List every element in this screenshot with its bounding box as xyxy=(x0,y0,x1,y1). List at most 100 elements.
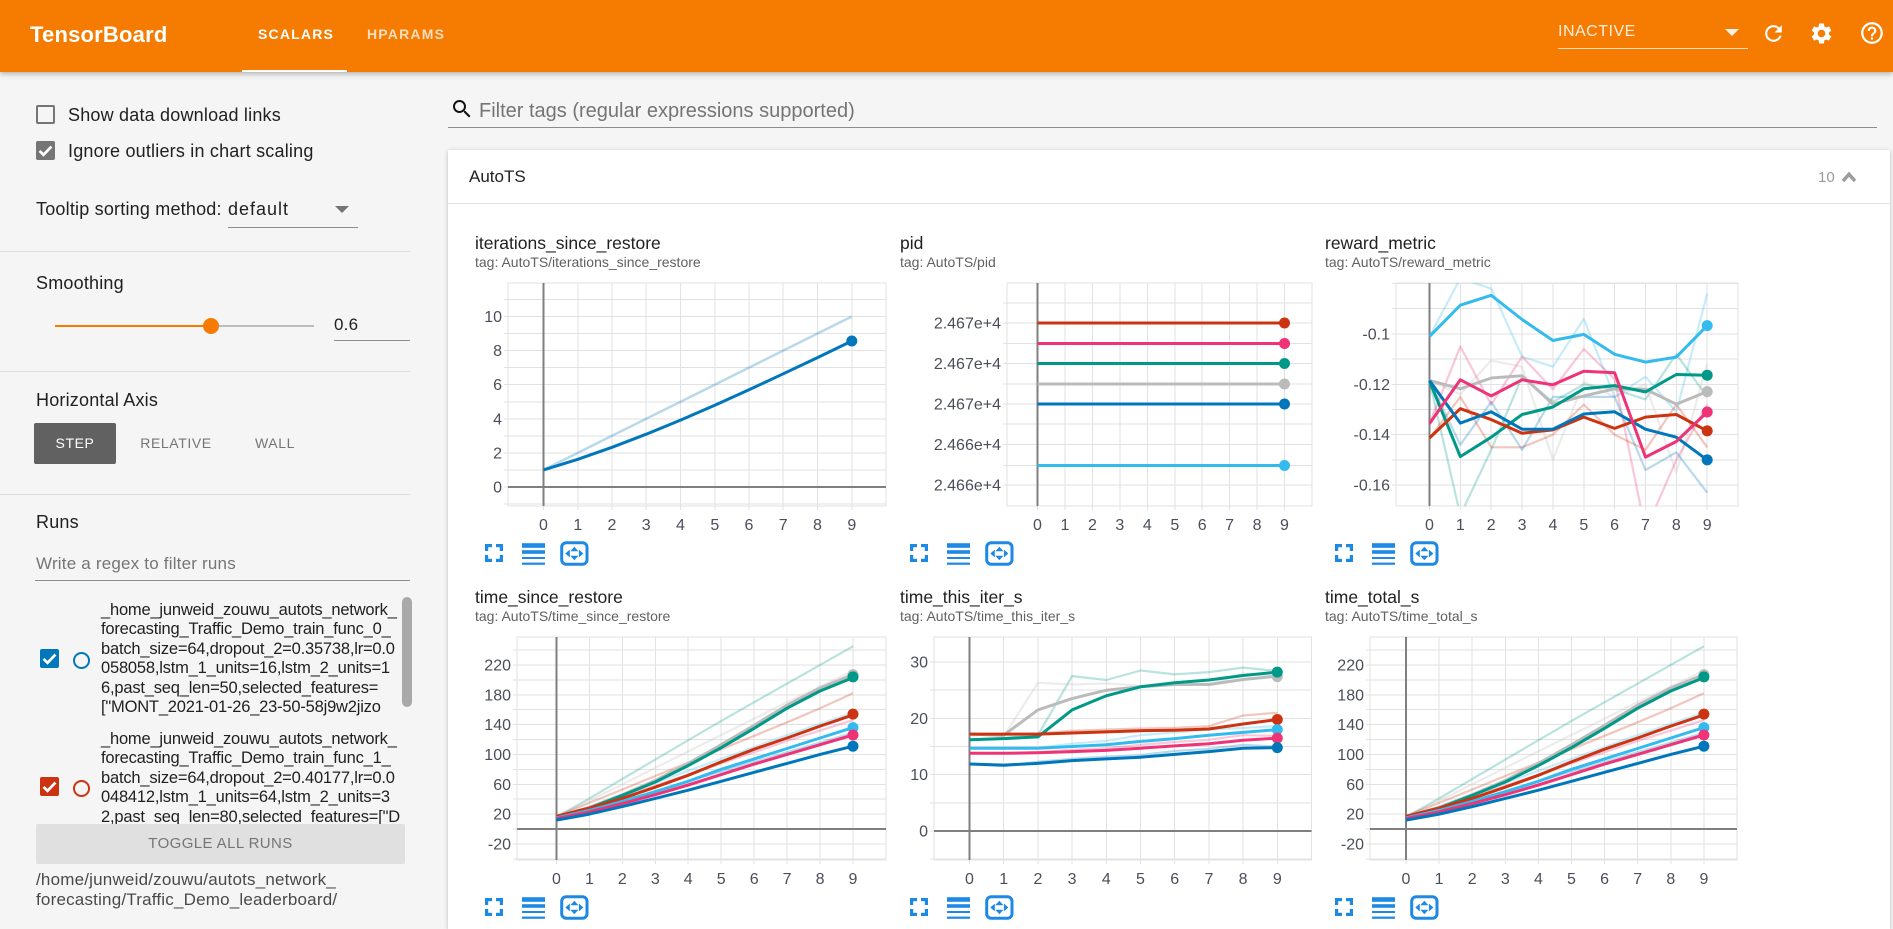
svg-text:6: 6 xyxy=(1600,871,1609,888)
svg-text:9: 9 xyxy=(847,517,856,534)
svg-text:7: 7 xyxy=(1225,517,1234,534)
svg-text:2.466e+4: 2.466e+4 xyxy=(934,437,1001,454)
svg-text:8: 8 xyxy=(1672,517,1681,534)
svg-text:1: 1 xyxy=(1435,871,1444,888)
svg-text:6: 6 xyxy=(1170,871,1179,888)
svg-text:reward_metric: reward_metric xyxy=(1325,233,1436,254)
svg-text:10: 10 xyxy=(484,309,502,326)
svg-text:4: 4 xyxy=(493,411,502,428)
svg-text:1: 1 xyxy=(585,871,594,888)
svg-text:tag: AutoTS/iterations_since_r: tag: AutoTS/iterations_since_restore xyxy=(475,254,701,270)
svg-text:4: 4 xyxy=(1102,871,1111,888)
svg-text:60: 60 xyxy=(1346,777,1364,794)
svg-text:7: 7 xyxy=(779,517,788,534)
svg-text:0: 0 xyxy=(1425,517,1434,534)
svg-text:6: 6 xyxy=(750,871,759,888)
svg-text:3: 3 xyxy=(1501,871,1510,888)
svg-text:20: 20 xyxy=(493,807,511,824)
svg-text:8: 8 xyxy=(816,871,825,888)
svg-text:1: 1 xyxy=(573,517,582,534)
svg-text:9: 9 xyxy=(849,871,858,888)
svg-text:2.467e+4: 2.467e+4 xyxy=(934,397,1001,414)
svg-text:2: 2 xyxy=(1468,871,1477,888)
svg-text:0: 0 xyxy=(493,480,502,497)
svg-text:3: 3 xyxy=(642,517,651,534)
svg-text:4: 4 xyxy=(676,517,685,534)
svg-text:20: 20 xyxy=(910,711,928,728)
svg-text:8: 8 xyxy=(1253,517,1262,534)
svg-text:tag: AutoTS/time_this_iter_s: tag: AutoTS/time_this_iter_s xyxy=(900,608,1075,624)
svg-text:5: 5 xyxy=(717,871,726,888)
svg-text:180: 180 xyxy=(484,687,511,704)
svg-text:tag: AutoTS/time_total_s: tag: AutoTS/time_total_s xyxy=(1325,608,1478,624)
svg-text:5: 5 xyxy=(1579,517,1588,534)
svg-text:3: 3 xyxy=(1068,871,1077,888)
svg-text:100: 100 xyxy=(1337,747,1364,764)
svg-text:9: 9 xyxy=(1699,871,1708,888)
svg-text:1: 1 xyxy=(999,871,1008,888)
svg-text:2.467e+4: 2.467e+4 xyxy=(934,356,1001,373)
svg-text:0: 0 xyxy=(919,824,928,841)
svg-text:-0.1: -0.1 xyxy=(1362,326,1390,343)
svg-text:0: 0 xyxy=(965,871,974,888)
svg-text:0: 0 xyxy=(1033,517,1042,534)
svg-text:7: 7 xyxy=(1641,517,1650,534)
svg-text:7: 7 xyxy=(783,871,792,888)
svg-text:tag: AutoTS/reward_metric: tag: AutoTS/reward_metric xyxy=(1325,254,1491,270)
svg-text:2.466e+4: 2.466e+4 xyxy=(934,478,1001,495)
svg-text:30: 30 xyxy=(910,655,928,672)
svg-text:3: 3 xyxy=(1518,517,1527,534)
svg-text:tag: AutoTS/time_since_restore: tag: AutoTS/time_since_restore xyxy=(475,608,671,624)
svg-text:tag: AutoTS/pid: tag: AutoTS/pid xyxy=(900,254,996,270)
svg-text:7: 7 xyxy=(1633,871,1642,888)
svg-text:5: 5 xyxy=(1136,871,1145,888)
svg-text:-20: -20 xyxy=(488,836,511,853)
svg-text:2: 2 xyxy=(1088,517,1097,534)
svg-text:-20: -20 xyxy=(1341,836,1364,853)
svg-text:6: 6 xyxy=(493,377,502,394)
svg-text:6: 6 xyxy=(1198,517,1207,534)
svg-text:pid: pid xyxy=(900,233,923,253)
svg-text:1: 1 xyxy=(1060,517,1069,534)
svg-text:time_this_iter_s: time_this_iter_s xyxy=(900,587,1023,608)
svg-text:4: 4 xyxy=(1548,517,1557,534)
svg-text:iterations_since_restore: iterations_since_restore xyxy=(475,233,661,254)
svg-text:-0.16: -0.16 xyxy=(1354,478,1391,495)
svg-text:9: 9 xyxy=(1703,517,1712,534)
svg-text:220: 220 xyxy=(484,657,511,674)
svg-text:8: 8 xyxy=(493,343,502,360)
svg-text:0: 0 xyxy=(1402,871,1411,888)
svg-text:4: 4 xyxy=(1534,871,1543,888)
svg-text:6: 6 xyxy=(745,517,754,534)
svg-text:2.467e+4: 2.467e+4 xyxy=(934,316,1001,333)
svg-text:-0.12: -0.12 xyxy=(1354,377,1391,394)
svg-text:2: 2 xyxy=(493,445,502,462)
svg-text:-0.14: -0.14 xyxy=(1354,427,1391,444)
svg-text:time_since_restore: time_since_restore xyxy=(475,587,623,608)
svg-text:20: 20 xyxy=(1346,807,1364,824)
svg-text:8: 8 xyxy=(813,517,822,534)
svg-text:6: 6 xyxy=(1610,517,1619,534)
svg-text:9: 9 xyxy=(1273,871,1282,888)
svg-text:5: 5 xyxy=(710,517,719,534)
svg-text:0: 0 xyxy=(552,871,561,888)
svg-text:140: 140 xyxy=(484,717,511,734)
svg-text:10: 10 xyxy=(910,767,928,784)
svg-text:4: 4 xyxy=(1143,517,1152,534)
svg-text:2: 2 xyxy=(618,871,627,888)
svg-text:7: 7 xyxy=(1204,871,1213,888)
svg-text:3: 3 xyxy=(1115,517,1124,534)
svg-text:2: 2 xyxy=(608,517,617,534)
svg-text:140: 140 xyxy=(1337,717,1364,734)
svg-text:5: 5 xyxy=(1567,871,1576,888)
svg-text:9: 9 xyxy=(1280,517,1289,534)
svg-text:100: 100 xyxy=(484,747,511,764)
svg-text:4: 4 xyxy=(684,871,693,888)
svg-text:2: 2 xyxy=(1033,871,1042,888)
svg-text:220: 220 xyxy=(1337,657,1364,674)
svg-text:60: 60 xyxy=(493,777,511,794)
svg-text:0: 0 xyxy=(539,517,548,534)
svg-text:8: 8 xyxy=(1666,871,1675,888)
svg-text:2: 2 xyxy=(1487,517,1496,534)
svg-text:5: 5 xyxy=(1170,517,1179,534)
